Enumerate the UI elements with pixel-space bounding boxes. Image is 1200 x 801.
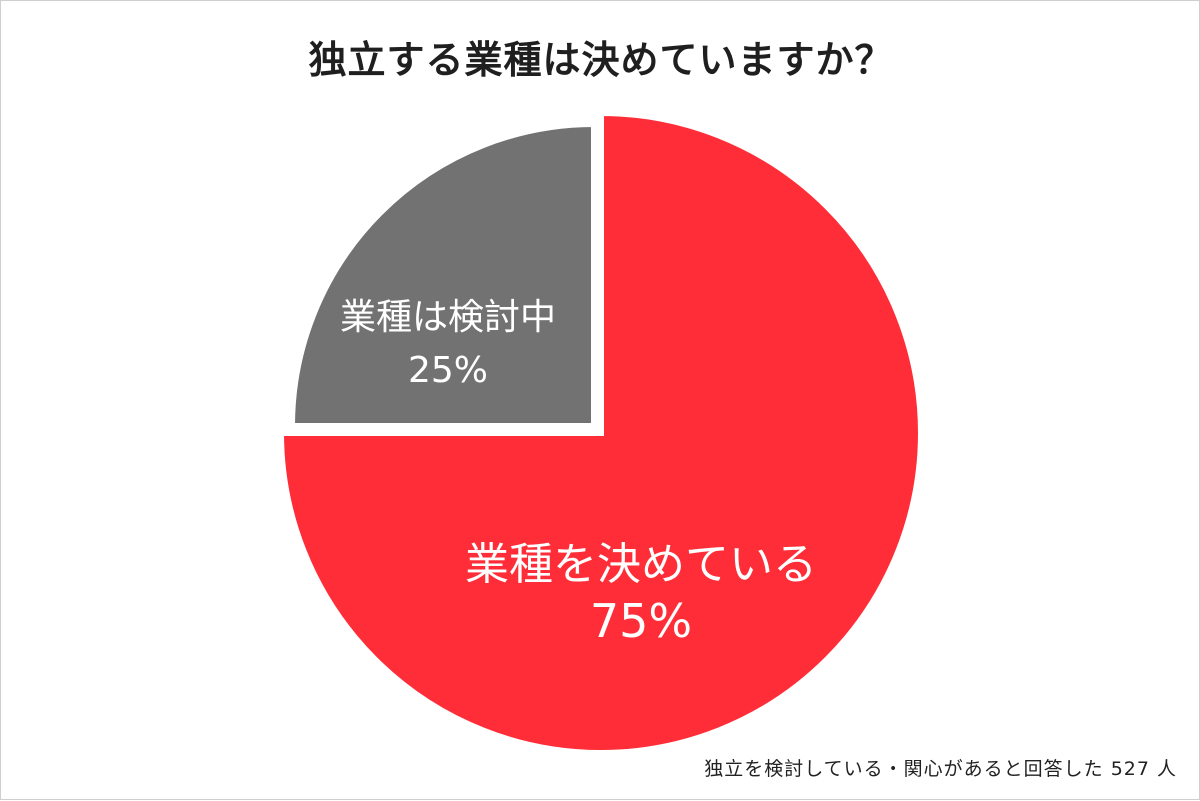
pie-slice-considering [288, 120, 597, 429]
pie-slice-decided [277, 109, 924, 756]
slice-percent-considering: 25% [408, 350, 488, 391]
chart-title: 独立する業種は決めていますか？ [308, 38, 894, 82]
respondent-note: 独立を検討している・関心があると回答した 527 人 [704, 758, 1177, 780]
slice-label-considering: 業種は検討中 [340, 297, 556, 338]
slice-label-decided: 業種を決めている [465, 539, 817, 590]
slice-percent-decided: 75% [590, 594, 692, 648]
